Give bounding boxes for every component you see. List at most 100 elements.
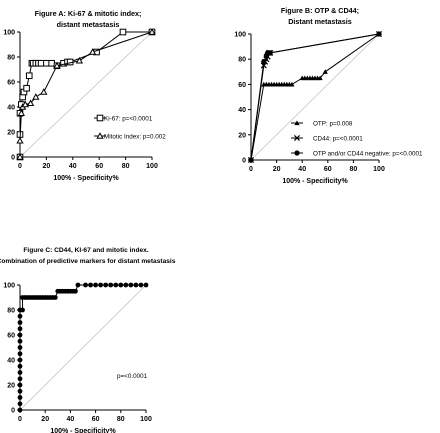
x-tick-label: 40 (69, 163, 77, 170)
y-tick-label: 0 (11, 408, 15, 415)
data-point (75, 56, 84, 64)
data-point (103, 282, 109, 288)
x-tick-label: 20 (43, 163, 51, 170)
data-point (317, 75, 323, 81)
legend-label: Ki-67: p=<0.0001 (104, 115, 153, 122)
legend-label: OTP: p=0.008 (313, 120, 353, 127)
x-tick-label: 80 (117, 416, 125, 423)
data-point (98, 282, 104, 288)
data-point (20, 307, 25, 313)
panel-a: Figure A: Ki-67 & mitotic index; distant … (3, 9, 166, 182)
chart-title: Combination of predictive markers for di… (0, 258, 176, 265)
x-tick-label: 80 (122, 163, 130, 170)
y-tick-label: 60 (7, 80, 15, 87)
data-point (83, 282, 88, 288)
data-point (17, 382, 23, 388)
data-point (16, 153, 24, 160)
data-point (25, 72, 33, 80)
data-point (17, 345, 23, 350)
data-point (93, 282, 98, 288)
y-tick-label: 0 (11, 155, 15, 162)
x-tick-label: 60 (324, 166, 332, 173)
data-point (143, 282, 149, 288)
y-tick-label: 20 (7, 383, 15, 390)
x-axis-label: 100% - Specificity% (50, 428, 116, 433)
y-tick-label: 40 (238, 107, 246, 114)
reference-line (19, 31, 153, 158)
legend-label: CD44: p=<0.0001 (313, 135, 363, 142)
chart-title: Figure B: OTP & CD44; (281, 6, 359, 15)
reference-line (19, 284, 147, 411)
data-point (17, 363, 23, 369)
legend-marker (294, 120, 300, 126)
y-tick-label: 80 (7, 55, 15, 62)
data-point (88, 48, 97, 55)
x-tick-label: 0 (18, 163, 22, 170)
y-tick-label: 0 (242, 158, 246, 165)
data-point (26, 99, 35, 106)
data-point (17, 326, 23, 332)
y-tick-label: 100 (3, 283, 15, 290)
data-point (73, 288, 78, 294)
x-tick-label: 100 (140, 416, 152, 423)
legend-marker (96, 114, 104, 122)
data-point (52, 295, 58, 300)
chart-title: Figure C: CD44, KI-67 and mitotic index. (23, 247, 148, 254)
panel-c: Figure C: CD44, KI-67 and mitotic index.… (0, 247, 176, 433)
data-point (23, 84, 30, 92)
x-tick-label: 40 (67, 416, 75, 423)
legend-marker (96, 132, 104, 139)
y-tick-label: 20 (238, 132, 246, 139)
data-point (17, 320, 23, 325)
x-tick-label: 0 (18, 416, 22, 423)
data-point (17, 370, 23, 375)
data-point (17, 313, 23, 319)
data-point (37, 59, 45, 67)
data-point (108, 282, 114, 288)
data-point (40, 88, 48, 95)
data-point (128, 282, 134, 288)
legend-marker (293, 134, 301, 142)
x-tick-label: 60 (92, 416, 100, 423)
data-point (148, 28, 156, 35)
chart-title: Distant metastasis (288, 17, 352, 26)
data-point (17, 407, 23, 413)
data-point (17, 332, 23, 338)
y-tick-label: 80 (7, 308, 15, 315)
y-tick-label: 60 (238, 82, 246, 89)
data-point (17, 401, 23, 407)
data-point (17, 388, 23, 394)
data-point (21, 100, 29, 108)
legend-label: Mitotic Index: p=0.002 (104, 133, 166, 140)
data-point (322, 69, 328, 74)
data-point (119, 28, 127, 36)
series-line (19, 31, 153, 157)
data-point (261, 59, 267, 65)
x-tick-label: 20 (273, 166, 281, 173)
x-tick-label: 100 (146, 163, 158, 170)
y-tick-label: 100 (3, 30, 15, 37)
reference-line (250, 33, 380, 161)
chart-title: distant metastasis (57, 20, 120, 29)
data-point (123, 282, 129, 288)
data-point (138, 282, 144, 288)
data-point (43, 59, 50, 67)
x-tick-label: 60 (95, 163, 103, 170)
y-tick-label: 100 (234, 32, 246, 39)
legend-marker (294, 150, 300, 156)
y-tick-label: 60 (7, 333, 15, 340)
data-point (32, 93, 40, 100)
data-point (88, 282, 93, 288)
legend-label: OTP and/or CD44 negative: p=<0.0001 (313, 150, 423, 157)
chart-title: Figure A: Ki-67 & mitotic index; (35, 9, 142, 18)
data-point (267, 50, 273, 56)
annotation: p=<0.0001 (117, 373, 148, 380)
data-point (376, 31, 382, 37)
data-point (133, 282, 139, 288)
data-point (17, 338, 23, 344)
x-axis-label: 100% - Specificity% (53, 175, 119, 182)
x-tick-label: 20 (41, 416, 49, 423)
x-tick-label: 0 (249, 166, 253, 173)
data-point (75, 282, 81, 288)
